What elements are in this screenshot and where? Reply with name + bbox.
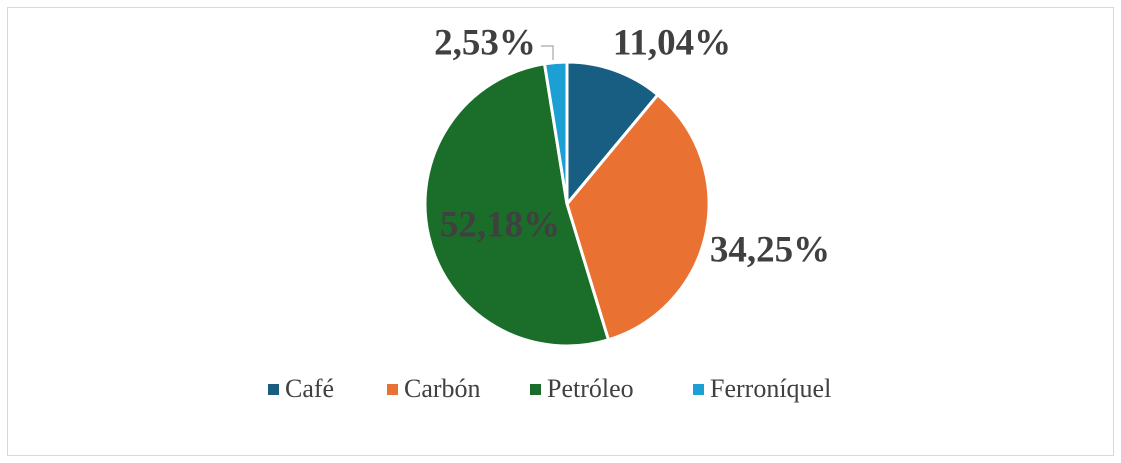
value-label: 2,53% [434,22,536,63]
pie-slice [542,60,569,205]
legend-label: Petróleo [547,374,634,403]
pie-slice [565,92,711,342]
leader-line [541,45,554,60]
value-label: 11,04% [613,22,731,63]
legend-label: Ferroníquel [710,374,831,403]
legend-swatch [268,384,279,395]
legend-swatch [530,384,541,395]
value-label: 34,25% [710,229,830,270]
value-label: 52,18% [440,204,560,245]
pie-slice [423,62,611,348]
legend-swatch [693,384,704,395]
legend-label: Café [285,374,334,403]
legend-label: Carbón [404,374,481,403]
pie-slice [565,60,660,209]
legend-swatch [387,384,398,395]
